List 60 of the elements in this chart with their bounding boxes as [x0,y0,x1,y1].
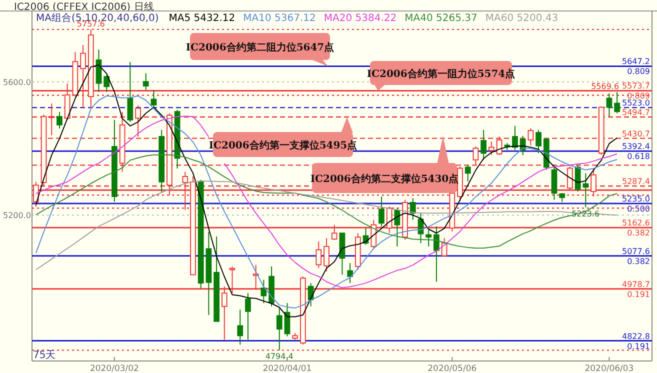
candlestick [150,89,157,109]
annotation: IC2006合约第二阻力位5647点 [186,42,334,54]
ref-line-label: 5523.0 [622,98,650,108]
annotation: IC2006合约第一阻力位5574点 [366,68,516,80]
ref-line-label: 5392.4 0.618 [622,142,650,162]
annotation: 5569.6 [591,82,620,92]
ref-line-label: 4978.7 0.191 [622,280,650,299]
candlestick [378,196,384,227]
candlestick [536,129,542,154]
candlestick [394,208,400,247]
candlestick [316,240,322,269]
candlestick [614,92,620,114]
text: MA40 5265.37 [404,13,478,24]
ref-line-label: 4822.8 0.191 [622,332,650,351]
candlestick [347,262,353,284]
candlestick [237,309,244,346]
x-tick-label: 2020/05/06 [428,364,477,373]
candlestick [488,141,494,156]
ref-line-label: 5573.7 0.809 [622,82,650,101]
y-tick-label: 5600.0 [3,78,31,87]
candlestick [260,279,267,304]
candlestick [104,74,110,92]
ref-line-label: 5647.2 0.809 [622,57,650,76]
candlestick [551,164,558,200]
annotation: IC2006合约第一支撑位5495点 [208,140,358,152]
x-tick-label: 2020/06/03 [584,364,634,373]
ref-line-label: 5430.7 [622,129,650,138]
x-tick-label: 2020/04/01 [262,364,312,373]
candlestick [528,128,534,146]
candlestick [142,72,149,90]
chart-title: IC2006 (CFFEX IC2006) 日线 [14,1,154,13]
text: MA60 5200.43 [485,13,558,24]
annotation: 4794.4 [265,352,294,362]
candlestick [426,229,432,247]
ref-line-label: 5077.6 0.382 [622,246,650,266]
candlestick [56,111,62,130]
candlestick [606,92,612,118]
candlestick [512,125,518,150]
candlestick [434,226,440,282]
ref-line-label: 5287.4 [622,177,650,186]
line-series [35,95,618,309]
annotation: 5223.6 [572,209,600,218]
candlestick [96,49,102,92]
candlestick [276,308,282,351]
annotation: IC2006合约第二支撑位5430点 [310,173,459,185]
candlestick [480,129,486,160]
x-tick-label: 2020/03/02 [90,364,139,373]
candlestick [245,292,251,340]
candlestick [410,198,416,220]
y-tick-label: 5200.0 [3,211,31,220]
candlestick [464,164,471,182]
candlestick [582,172,589,208]
text: MA5 5432.12 [168,13,236,24]
annotation: 75天 [33,350,56,361]
text: MA20 5384.22 [324,13,397,24]
candlestick [127,61,134,122]
candlestick [324,238,330,272]
ref-line-label: 5162.6 0.382 [622,218,650,238]
ref-line-label: 5494.7 [622,108,650,117]
text: MA10 5367.12 [243,13,316,24]
